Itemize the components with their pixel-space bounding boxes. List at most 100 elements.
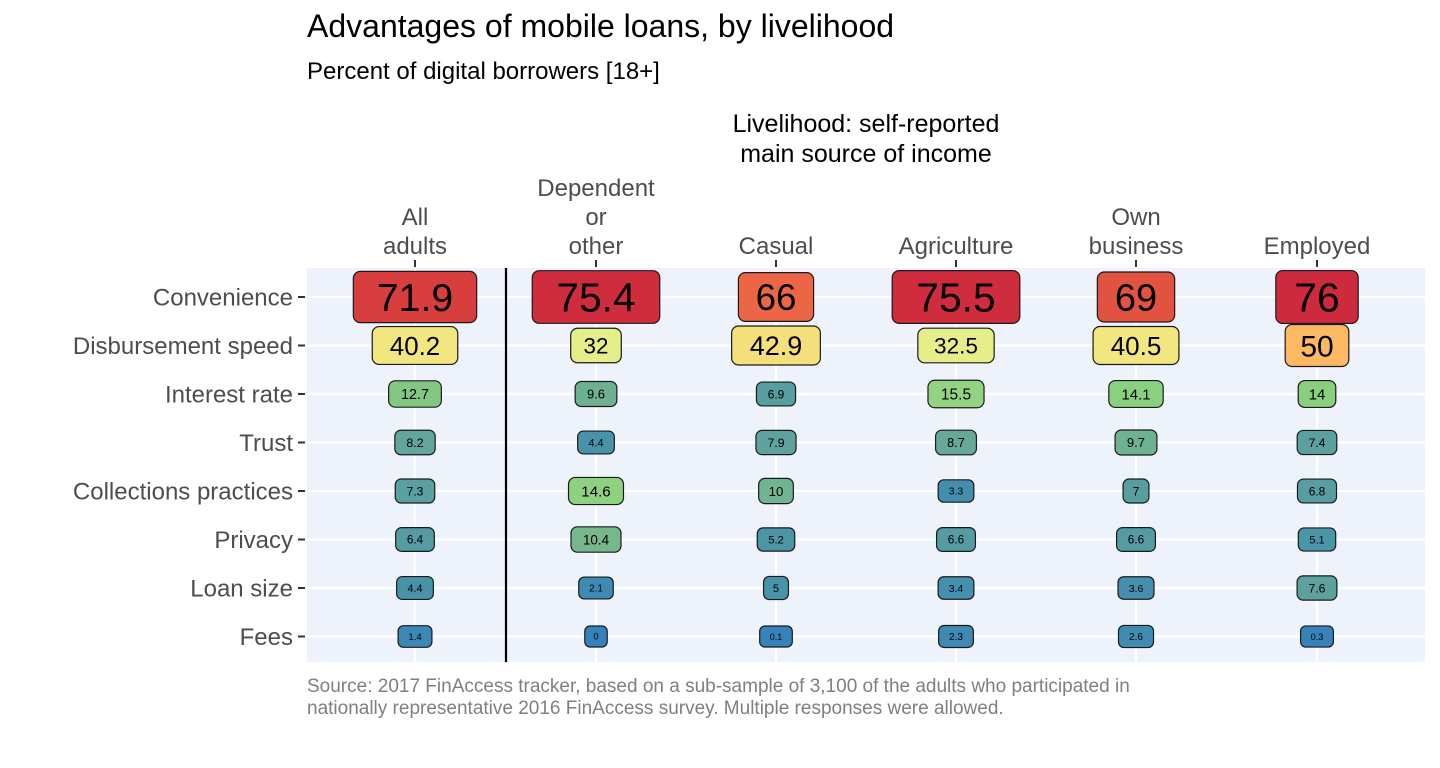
row-label: Convenience <box>153 285 293 312</box>
column-label: Dependent <box>537 175 655 202</box>
value-label: 71.9 <box>377 277 453 320</box>
value-box <box>755 429 797 456</box>
value-box <box>1117 624 1155 649</box>
row-label: Disbursement speed <box>73 333 293 360</box>
value-label: 8.2 <box>406 436 423 450</box>
value-label: 15.5 <box>941 387 971 404</box>
value-box <box>731 325 821 366</box>
value-box <box>1096 271 1176 323</box>
value-box <box>938 624 974 649</box>
value-box <box>1296 478 1338 504</box>
value-box <box>1296 575 1338 601</box>
value-box <box>570 526 622 553</box>
value-box <box>1117 576 1155 600</box>
value-box <box>567 476 625 506</box>
chart-subtitle: Percent of digital borrowers [18+] <box>307 58 660 85</box>
value-box <box>1092 325 1180 366</box>
column-label: or <box>585 204 606 231</box>
row-label: Privacy <box>214 527 293 554</box>
value-label: 6.6 <box>948 533 965 547</box>
value-label: 2.3 <box>949 632 963 643</box>
value-label: 6.8 <box>1309 484 1326 498</box>
value-box <box>388 380 442 408</box>
value-label: 10 <box>769 484 784 499</box>
value-label: 0 <box>593 632 598 642</box>
column-label: Own <box>1111 204 1160 231</box>
value-box <box>755 381 797 407</box>
value-box <box>584 625 608 648</box>
value-label: 12.7 <box>401 387 429 403</box>
value-box <box>934 429 978 456</box>
value-box <box>394 429 436 456</box>
value-box <box>758 477 794 505</box>
value-box <box>917 327 995 364</box>
value-box <box>1297 527 1337 552</box>
value-box <box>937 479 975 503</box>
value-label: 6.6 <box>1128 533 1145 547</box>
row-label: Collections practices <box>73 479 293 506</box>
row-label: Trust <box>239 430 293 457</box>
value-box <box>891 270 1021 324</box>
value-label: 32.5 <box>934 334 978 359</box>
value-label: 40.5 <box>1111 331 1162 361</box>
value-label: 32 <box>584 334 609 359</box>
value-box <box>937 576 975 600</box>
value-label: 3.4 <box>949 584 964 595</box>
value-label: 75.5 <box>916 275 995 321</box>
value-box <box>531 270 661 324</box>
value-box <box>396 575 434 601</box>
value-label: 2.6 <box>1129 632 1143 643</box>
value-box <box>1297 379 1337 409</box>
value-label: 7 <box>1133 484 1140 498</box>
value-label: 10.4 <box>583 532 610 547</box>
value-label: 4.4 <box>407 583 422 595</box>
value-box <box>1275 269 1359 325</box>
group-label: Livelihood: self-reported <box>733 110 1000 138</box>
value-label: 40.2 <box>390 333 440 361</box>
value-box <box>1299 625 1335 648</box>
value-label: 66 <box>756 277 797 318</box>
value-box <box>371 325 459 366</box>
value-label: 6.9 <box>768 387 785 401</box>
chart-title: Advantages of mobile loans, by livelihoo… <box>307 8 895 44</box>
value-label: 2.1 <box>589 584 603 595</box>
value-label: 8.7 <box>947 436 965 450</box>
value-label: 9.7 <box>1127 435 1145 450</box>
value-box <box>570 327 622 364</box>
value-box <box>1108 379 1164 409</box>
value-label: 76 <box>1294 275 1339 321</box>
value-box <box>397 625 433 648</box>
value-label: 0.3 <box>1311 632 1324 642</box>
group-label: main source of income <box>740 140 992 168</box>
value-label: 0.1 <box>770 632 783 642</box>
value-label: 14.1 <box>1122 387 1151 403</box>
value-label: 3.3 <box>949 487 964 498</box>
value-label: 69 <box>1115 278 1157 320</box>
value-box <box>577 430 615 455</box>
value-box <box>927 379 985 409</box>
column-label: All <box>402 204 429 231</box>
value-box <box>1296 429 1338 456</box>
value-label: 5.1 <box>1309 535 1324 547</box>
value-label: 9.6 <box>587 387 605 402</box>
value-label: 3.6 <box>1129 583 1144 595</box>
value-label: 7.4 <box>1309 436 1326 450</box>
column-label: Employed <box>1264 233 1371 260</box>
value-label: 7.9 <box>767 436 784 450</box>
value-label: 7.3 <box>407 484 424 498</box>
column-label: business <box>1089 233 1184 260</box>
plot-panel <box>307 268 1425 662</box>
column-label: adults <box>383 233 447 260</box>
value-label: 14.6 <box>581 483 610 500</box>
row-label: Fees <box>240 624 293 651</box>
value-label: 50 <box>1300 330 1333 363</box>
column-label: Agriculture <box>899 233 1014 260</box>
value-label: 42.9 <box>750 331 803 361</box>
value-label: 6.4 <box>407 534 424 547</box>
value-label: 14 <box>1309 387 1326 403</box>
value-box <box>578 576 614 600</box>
value-box <box>759 625 793 648</box>
value-box <box>935 527 977 552</box>
row-label: Loan size <box>190 576 293 603</box>
